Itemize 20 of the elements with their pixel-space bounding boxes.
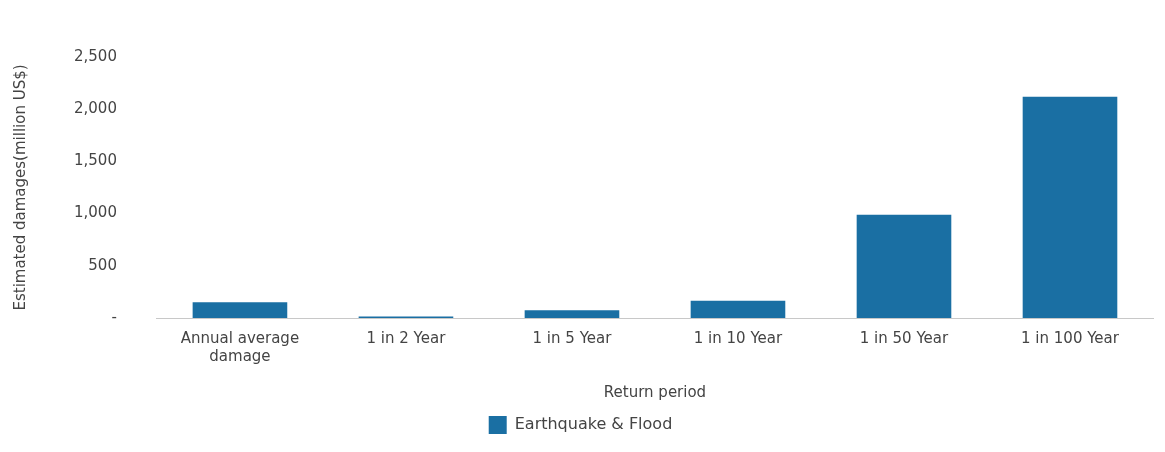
bar [690,300,786,318]
x-axis-title: Return period [603,382,707,401]
x-tick-label: 1 in 100 Year [1021,328,1120,347]
bar [856,214,952,318]
y-tick-label: 2,500 [73,46,117,65]
y-tick-label: - [111,307,117,326]
y-tick-label: 1,500 [73,151,117,170]
x-tick-label: 1 in 2 Year [366,328,447,347]
x-tick-label: Annual average damage [180,328,300,365]
bar [1022,96,1118,318]
y-tick-label: 1,000 [73,203,117,222]
bar [192,302,288,318]
legend-label: Earthquake & Flood [514,414,673,434]
bar [524,310,620,318]
y-tick-label: 500 [88,255,117,274]
x-tick-label: 1 in 10 Year [693,328,783,347]
y-axis-title: Estimated damages(million US$) [10,64,29,311]
y-tick-label: 2,000 [73,99,117,118]
x-tick-label: 1 in 5 Year [532,328,613,347]
x-tick-label: 1 in 50 Year [859,328,949,347]
